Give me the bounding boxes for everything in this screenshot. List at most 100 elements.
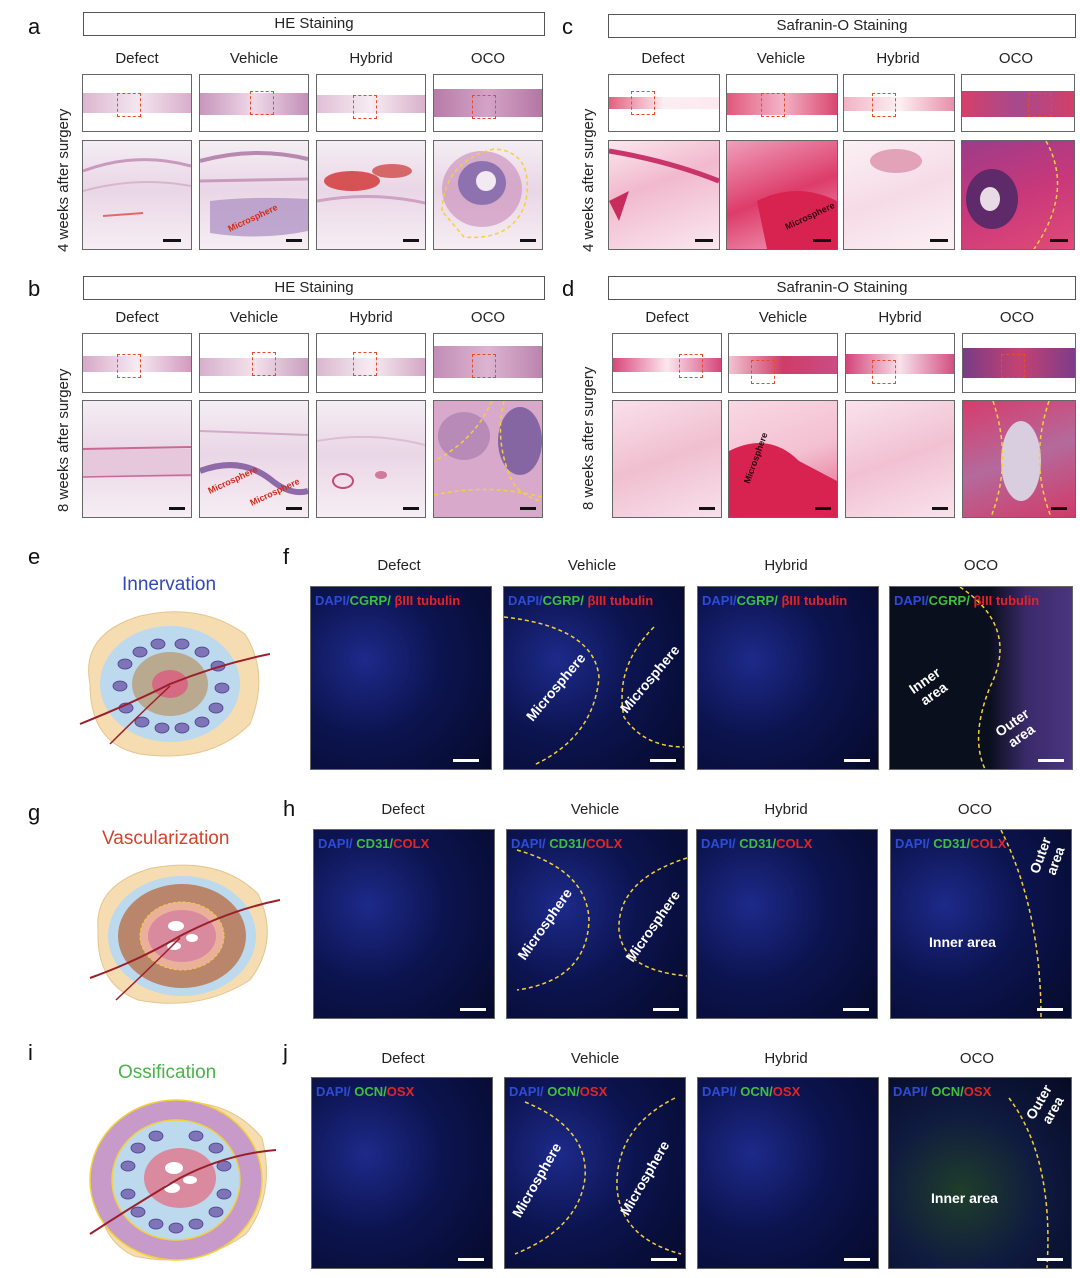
scale-bar xyxy=(458,1258,484,1261)
panel-d-micro-hybrid xyxy=(845,400,955,518)
scale-bar xyxy=(403,507,419,510)
roi-box xyxy=(761,93,785,117)
panel-a-header: HE Staining xyxy=(83,12,545,36)
scale-bar xyxy=(286,507,302,510)
panel-letter-d: d xyxy=(562,276,575,301)
scale-bar xyxy=(286,239,302,242)
scale-bar xyxy=(1038,759,1064,762)
panel-a-thumb-defect xyxy=(82,74,192,132)
panel-b-col-hybrid: Hybrid xyxy=(349,309,393,326)
panel-f-col-oco: OCO xyxy=(963,557,999,574)
roi-box xyxy=(872,360,896,384)
panel-d-header: Safranin-O Staining xyxy=(608,276,1076,300)
panel-letter-i: i xyxy=(28,1040,33,1065)
scale-bar xyxy=(699,507,715,510)
panel-b-micro-defect xyxy=(82,400,192,518)
panel-f-col-hybrid: Hybrid xyxy=(764,557,808,574)
panel-b-col-oco: OCO xyxy=(470,309,506,326)
scale-bar xyxy=(843,1008,869,1011)
panel-a-col-hybrid: Hybrid xyxy=(349,50,393,67)
panel-c-thumb-vehicle xyxy=(726,74,838,132)
scale-bar xyxy=(651,1258,677,1261)
roi-box xyxy=(353,352,377,376)
panel-j-if-vehicle: DAPI/ OCN/OSX Microsphere Microsphere xyxy=(504,1077,686,1269)
panel-j-col-vehicle: Vehicle xyxy=(570,1050,620,1067)
roi-box xyxy=(117,93,141,117)
panel-b-micro-hybrid xyxy=(316,400,426,518)
panel-b-thumb-vehicle xyxy=(199,333,309,393)
panel-j-if-oco: DAPI/ OCN/OSX Inner area Outer area xyxy=(888,1077,1072,1269)
roi-box xyxy=(872,93,896,117)
stain-label: DAPI/CGRP/ βIII tubulin xyxy=(315,593,461,608)
stain-label: DAPI/CGRP/ βIII tubulin xyxy=(702,593,848,608)
panel-a-row-label: 4 weeks after surgery xyxy=(55,108,72,252)
panel-b-header: HE Staining xyxy=(83,276,545,300)
panel-letter-g: g xyxy=(28,800,41,825)
panel-d-micro-defect xyxy=(612,400,722,518)
scale-bar xyxy=(650,759,676,762)
panel-f-col-vehicle: Vehicle xyxy=(567,557,617,574)
panel-j-col-oco: OCO xyxy=(959,1050,995,1067)
panel-b-col-vehicle: Vehicle xyxy=(229,309,279,326)
stain-label: DAPI/ CD31/COLX xyxy=(701,836,813,851)
panel-f-if-oco: DAPI/CGRP/ βIII tubulin Inner area Outer… xyxy=(889,586,1073,770)
panel-a-micro-defect xyxy=(82,140,192,250)
panel-letter-a: a xyxy=(28,14,41,39)
roi-box xyxy=(353,95,377,119)
panel-h-if-oco: DAPI/ CD31/COLX Inner area Outer area xyxy=(890,829,1072,1019)
panel-a-thumb-oco xyxy=(433,74,543,132)
panel-c-col-oco: OCO xyxy=(998,50,1034,67)
stain-label: DAPI/ OCN/OSX xyxy=(702,1084,801,1099)
roi-box xyxy=(472,95,496,119)
ossification-title: Ossification xyxy=(118,1062,217,1083)
panel-c-col-hybrid: Hybrid xyxy=(876,50,920,67)
panel-d-micro-vehicle: Microsphere xyxy=(728,400,838,518)
ossification-schematic xyxy=(76,1094,276,1270)
scale-bar xyxy=(930,239,948,242)
scale-bar xyxy=(1050,239,1068,242)
stain-label: DAPI/ CD31/COLX xyxy=(511,836,623,851)
stain-label: DAPI/ CD31/COLX xyxy=(318,836,430,851)
panel-a-micro-hybrid xyxy=(316,140,426,250)
panel-f-col-defect: Defect xyxy=(377,557,421,574)
panel-h-if-defect: DAPI/ CD31/COLX xyxy=(313,829,495,1019)
panel-letter-c: c xyxy=(562,14,573,39)
roi-box xyxy=(1028,93,1052,117)
panel-c-thumb-oco xyxy=(961,74,1075,132)
panel-f-if-hybrid: DAPI/CGRP/ βIII tubulin xyxy=(697,586,879,770)
stain-label: DAPI/ CD31/COLX xyxy=(895,836,1007,851)
scale-bar xyxy=(653,1008,679,1011)
panel-letter-b: b xyxy=(28,276,41,301)
panel-d-thumb-defect xyxy=(612,333,722,393)
vascularization-schematic xyxy=(80,860,280,1010)
panel-d-thumb-vehicle xyxy=(728,333,838,393)
panel-c-col-vehicle: Vehicle xyxy=(756,50,806,67)
panel-a-micro-oco xyxy=(433,140,543,250)
panel-d-col-oco: OCO xyxy=(999,309,1035,326)
panel-j-if-defect: DAPI/ OCN/OSX xyxy=(311,1077,493,1269)
stain-label: DAPI/ OCN/OSX xyxy=(316,1084,415,1099)
panel-h-col-defect: Defect xyxy=(381,801,425,818)
scale-bar xyxy=(813,239,831,242)
panel-a-micro-vehicle: Microsphere xyxy=(199,140,309,250)
panel-d-micro-oco xyxy=(962,400,1076,518)
panel-h-col-oco: OCO xyxy=(957,801,993,818)
inner-area-label: Inner area xyxy=(929,934,996,950)
panel-a-col-defect: Defect xyxy=(115,50,159,67)
panel-letter-h: h xyxy=(283,796,296,821)
panel-c-thumb-defect xyxy=(608,74,720,132)
stain-label: DAPI/ OCN/OSX xyxy=(893,1084,992,1099)
panel-d-thumb-oco xyxy=(962,333,1076,393)
panel-j-if-hybrid: DAPI/ OCN/OSX xyxy=(697,1077,879,1269)
panel-c-micro-oco xyxy=(961,140,1075,250)
inner-area-label: Inner area xyxy=(931,1190,998,1206)
panel-j-col-hybrid: Hybrid xyxy=(764,1050,808,1067)
scale-bar xyxy=(844,1258,870,1261)
panel-d-col-vehicle: Vehicle xyxy=(758,309,808,326)
stain-label: DAPI/ OCN/OSX xyxy=(509,1084,608,1099)
stain-label: DAPI/CGRP/ βIII tubulin xyxy=(894,593,1040,608)
scale-bar xyxy=(453,759,479,762)
panel-d-col-hybrid: Hybrid xyxy=(878,309,922,326)
panel-b-micro-vehicle: Microsphere Microsphere xyxy=(199,400,309,518)
stain-label: DAPI/CGRP/ βIII tubulin xyxy=(508,593,654,608)
